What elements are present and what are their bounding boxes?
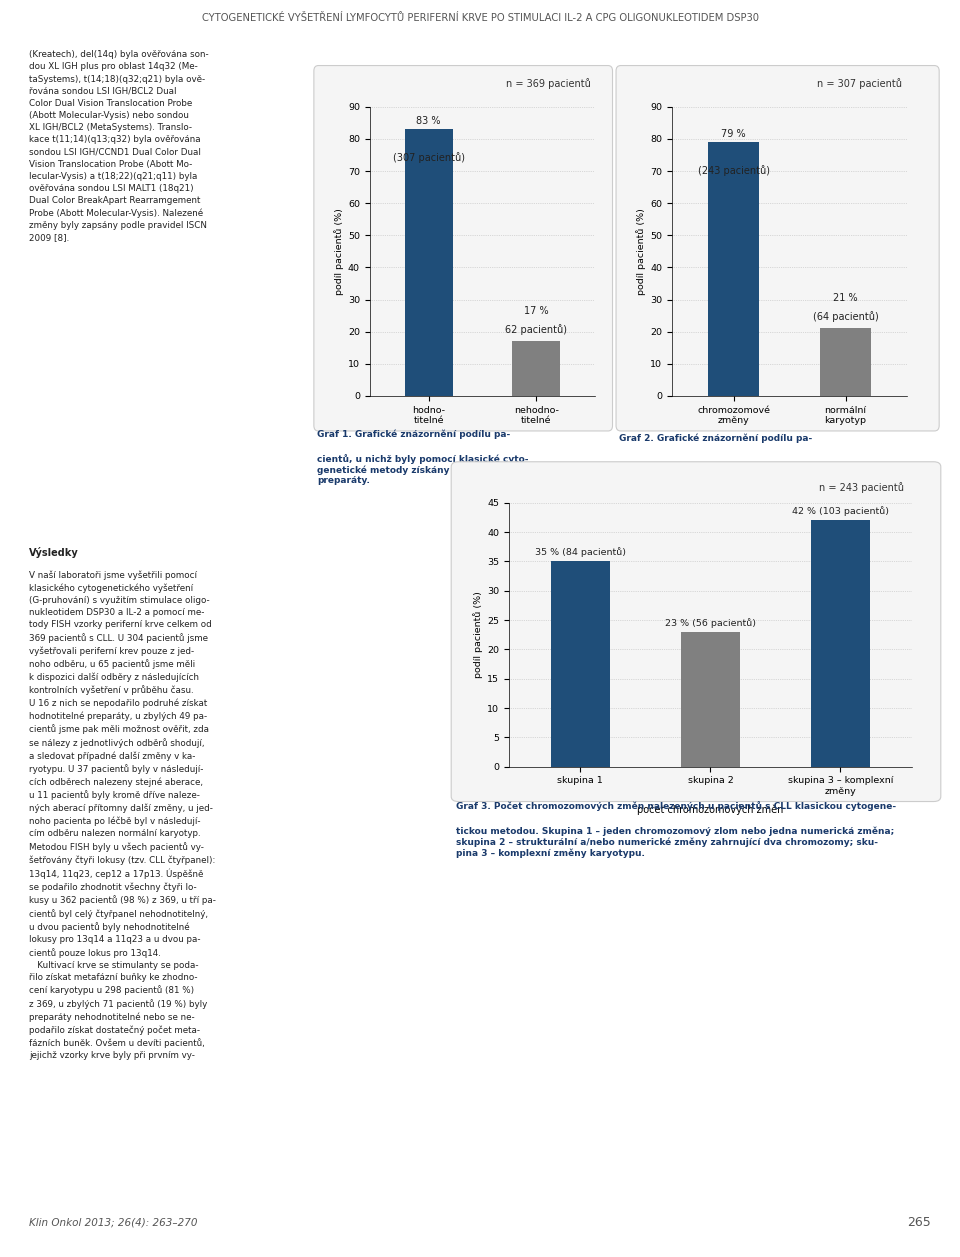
Y-axis label: podíl pacientů (%): podíl pacientů (%) [334, 207, 344, 295]
Text: 62 pacientů): 62 pacientů) [505, 324, 567, 334]
Bar [682, 632, 739, 767]
Text: 79 %: 79 % [721, 129, 746, 140]
FancyBboxPatch shape [451, 461, 941, 802]
Text: 21 %: 21 % [833, 293, 858, 303]
Text: Graf 1. Grafické znázornění podílu pa-: Graf 1. Grafické znázornění podílu pa- [317, 430, 510, 440]
Text: tickou metodou. Skupina 1 – jeden chromozomový zlom nebo jedna numerická změna;
: tickou metodou. Skupina 1 – jeden chromo… [456, 826, 895, 857]
Text: cientů, u nichž byly pomocí klasické cyto-
genetické metody získány hodnotitelné: cientů, u nichž byly pomocí klasické cyt… [317, 454, 528, 485]
Text: Graf 3. Počet chromozomových změn nalezených u pacientů s CLL klasickou cytogene: Graf 3. Počet chromozomových změn naleze… [456, 801, 896, 811]
Text: 83 %: 83 % [417, 116, 441, 126]
Text: 23 % (56 pacientů): 23 % (56 pacientů) [665, 618, 756, 627]
Bar [821, 328, 871, 396]
Text: Výsledky: Výsledky [29, 547, 79, 558]
Bar [811, 520, 870, 767]
Text: 17 %: 17 % [524, 305, 548, 316]
Text: 35 % (84 pacientů): 35 % (84 pacientů) [535, 548, 626, 557]
Text: n = 307 pacientů: n = 307 pacientů [818, 78, 902, 89]
Text: 42 % (103 pacientů): 42 % (103 pacientů) [792, 507, 889, 517]
Text: cientů s hodnotitelnými preparáty,
u nichž byly nalezeny chromozomové
změny.: cientů s hodnotitelnými preparáty, u nic… [619, 469, 808, 500]
Text: n = 243 pacientů: n = 243 pacientů [819, 481, 904, 493]
Y-axis label: podíl pacientů (%): podíl pacientů (%) [473, 591, 483, 679]
Text: n = 369 pacientů: n = 369 pacientů [506, 78, 590, 89]
Bar [551, 562, 610, 767]
Text: (307 pacientů): (307 pacientů) [393, 152, 465, 162]
Text: Graf 2. Grafické znázornění podílu pa-: Graf 2. Grafické znázornění podílu pa- [619, 434, 812, 444]
Y-axis label: podíl pacientů (%): podíl pacientů (%) [636, 207, 646, 295]
Text: CYTOGENETICKÉ VYŠETŘENÍ LYMFOCYTŮ PERIFERNÍ KRVE PO STIMULACI IL-2 A CPG OLIGONU: CYTOGENETICKÉ VYŠETŘENÍ LYMFOCYTŮ PERIFE… [202, 13, 758, 23]
Text: 265: 265 [907, 1216, 931, 1229]
Text: (64 pacientů): (64 pacientů) [813, 312, 878, 322]
Bar [404, 129, 453, 396]
Text: (Kreatech), del(14q) byla ověřována son-
dou XL IGH plus pro oblast 14q32 (Me-
t: (Kreatech), del(14q) byla ověřována son-… [29, 50, 208, 243]
FancyBboxPatch shape [616, 65, 939, 431]
Text: Klin Onkol 2013; 26(4): 263–270: Klin Onkol 2013; 26(4): 263–270 [29, 1218, 198, 1227]
Bar [512, 342, 561, 396]
FancyBboxPatch shape [314, 65, 612, 431]
Text: (243 pacientů): (243 pacientů) [698, 165, 770, 176]
Text: V naší laboratoři jsme vyšetřili pomocí
klasického cytogenetického vyšetření
(G-: V naší laboratoři jsme vyšetřili pomocí … [29, 571, 216, 1060]
Bar [708, 142, 758, 396]
X-axis label: počet chromozomových změn: počet chromozomových změn [637, 804, 783, 816]
